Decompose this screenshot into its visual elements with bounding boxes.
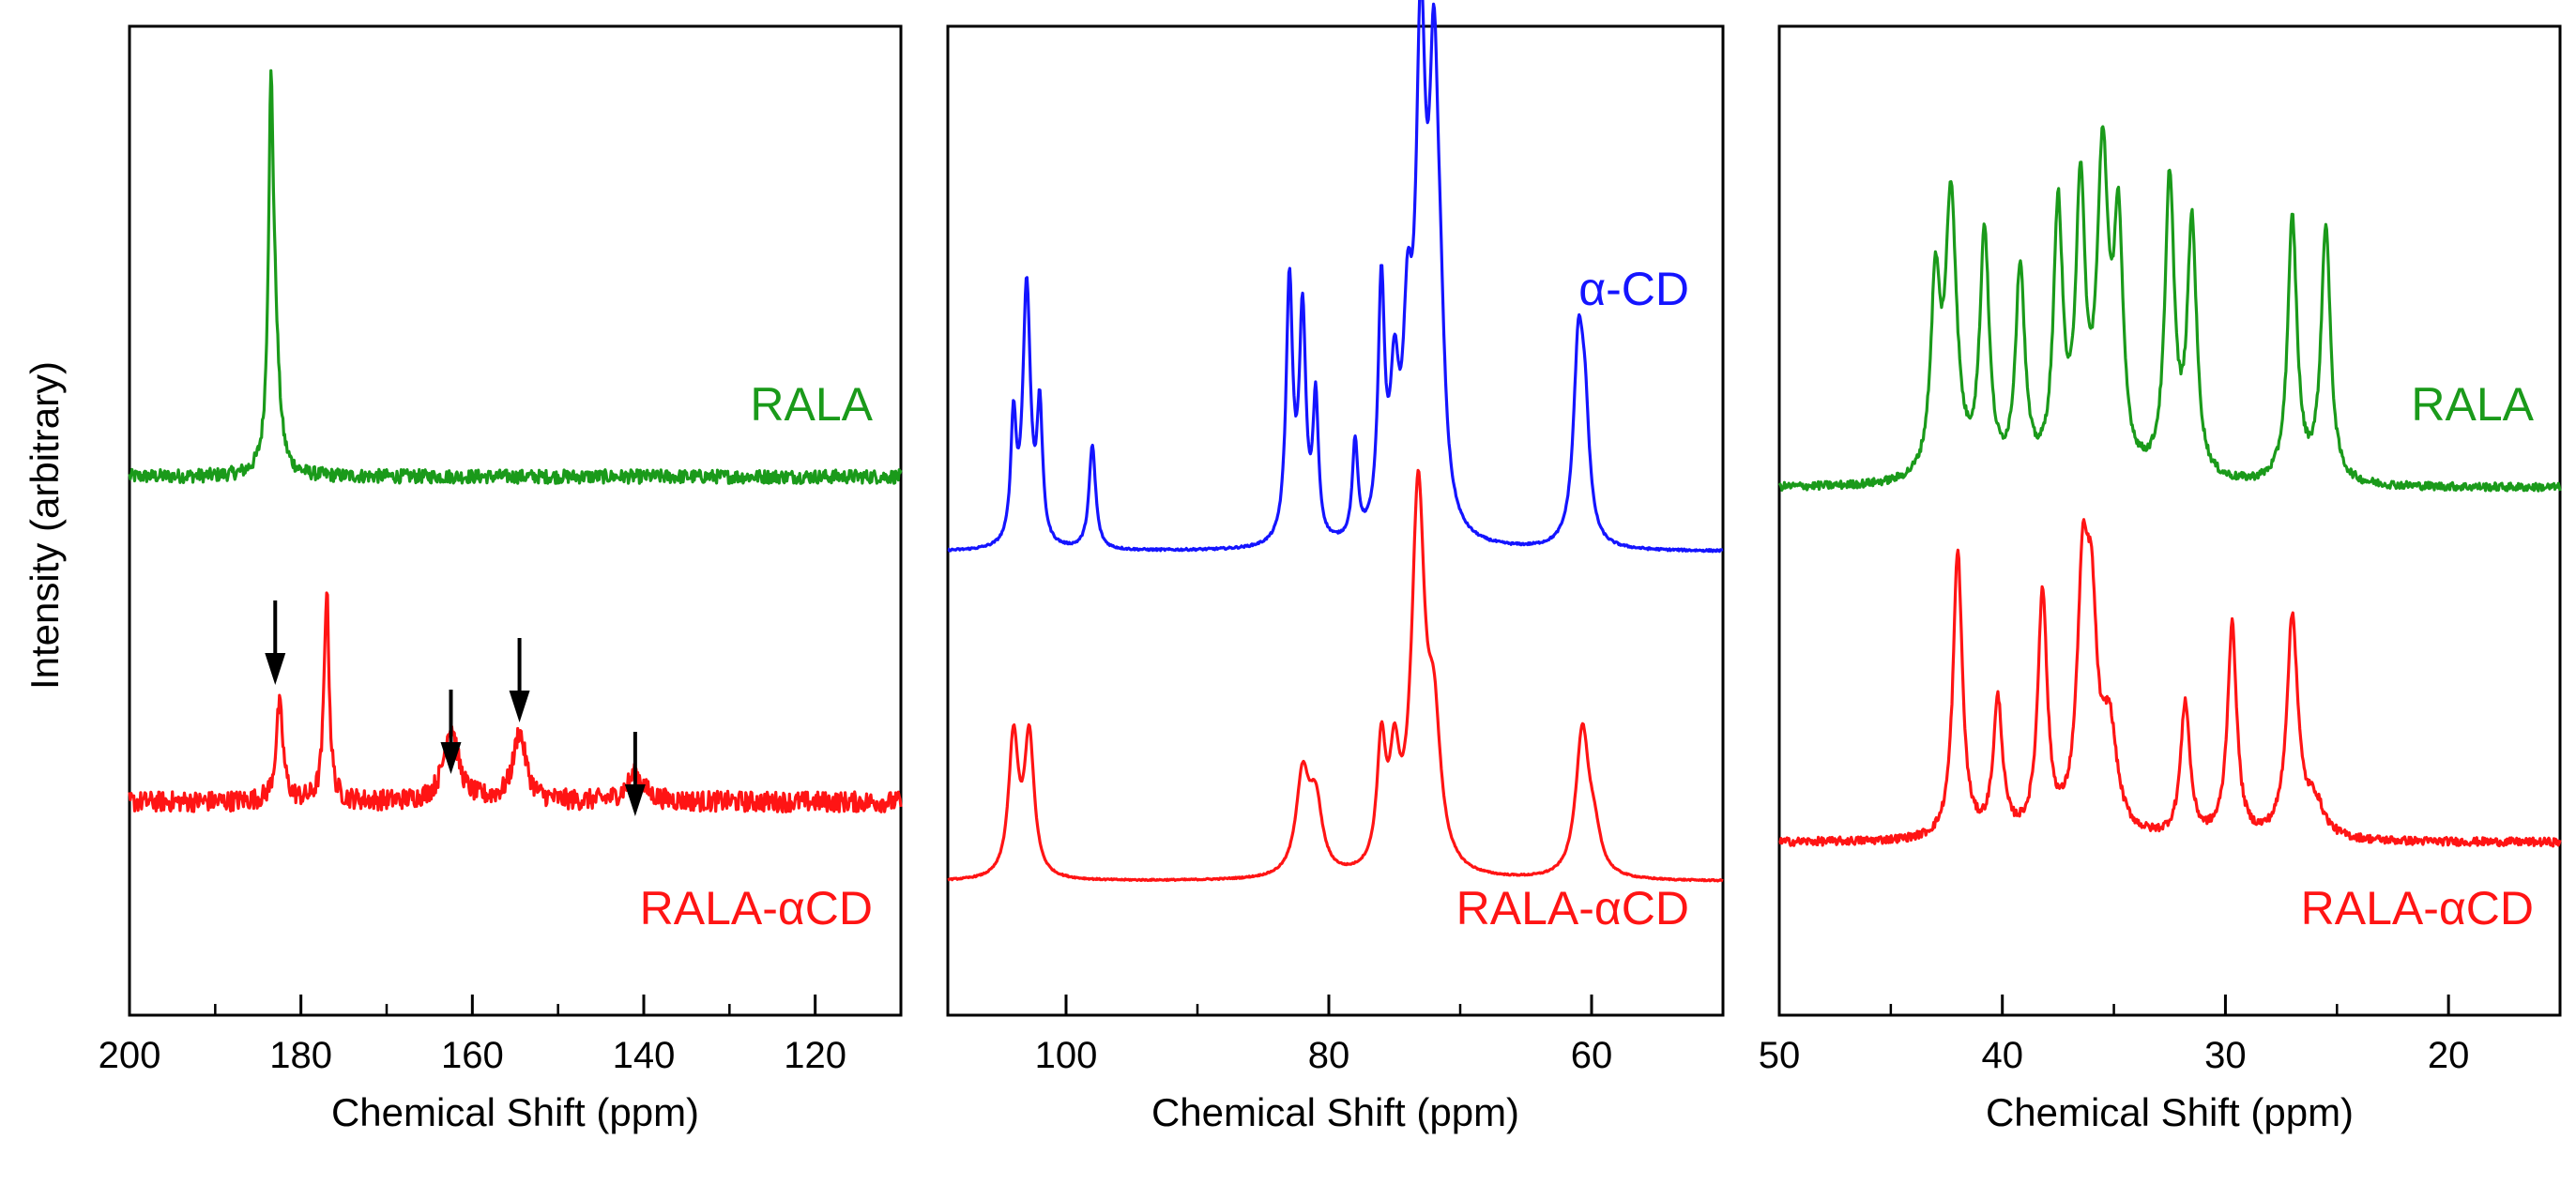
spectrum-rala xyxy=(128,68,903,485)
x-tick-label: 140 xyxy=(613,1035,676,1076)
panel-frame xyxy=(946,24,1725,1017)
arrow-annotation xyxy=(265,600,286,685)
x-tick-label: 120 xyxy=(784,1035,846,1076)
spectrum-rala-cd xyxy=(1778,518,2562,848)
x-axis-label: Chemical Shift (ppm) xyxy=(1151,1090,1519,1134)
series-label: RALA-αCD xyxy=(2301,882,2534,934)
x-tick-label: 160 xyxy=(441,1035,504,1076)
x-tick-label: 20 xyxy=(2428,1035,2470,1076)
arrow-annotation xyxy=(509,638,530,722)
spectrum-rala-cd xyxy=(128,591,903,813)
panel-3: 50 40 30 20 Chemical Shift (ppm) RALA RALA-αCD xyxy=(1759,24,2562,1134)
series-label: RALA-αCD xyxy=(640,882,873,934)
arrow-annotation xyxy=(440,690,462,774)
panels: 200 180 160 140 120 Chemical Shift (ppm) RALA R… xyxy=(99,0,2562,1134)
panel-frame xyxy=(128,24,903,1017)
x-tick-label: 30 xyxy=(2204,1035,2247,1076)
x-tick-label: 100 xyxy=(1035,1035,1098,1076)
series-label: RALA xyxy=(2411,378,2534,431)
panel-1: 200 180 160 140 120 Chemical Shift (ppm) RALA R… xyxy=(99,24,903,1134)
x-tick-label: 60 xyxy=(1571,1035,1613,1076)
panel-2: 100 80 60 Chemical Shift (ppm) α-CD RALA-αCD xyxy=(946,0,1725,1134)
spectrum-rala-cd xyxy=(947,468,1724,883)
series-label: α-CD xyxy=(1578,263,1689,315)
series-label: RALA-αCD xyxy=(1456,882,1689,934)
x-axis-label: Chemical Shift (ppm) xyxy=(331,1090,699,1134)
arrow-annotation xyxy=(624,732,646,816)
x-axis-label: Chemical Shift (ppm) xyxy=(1986,1090,2354,1134)
spectrum-rala xyxy=(1777,125,2562,493)
spectrum--cd xyxy=(947,0,1724,554)
x-tick-label: 80 xyxy=(1308,1035,1350,1076)
x-tick-label: 40 xyxy=(1981,1035,2023,1076)
x-tick-label: 200 xyxy=(99,1035,161,1076)
x-tick-label: 50 xyxy=(1759,1035,1801,1076)
series-label: RALA xyxy=(750,378,873,431)
y-axis-label: Intensity (arbitrary) xyxy=(23,361,67,690)
x-tick-label: 180 xyxy=(269,1035,332,1076)
panel-frame xyxy=(1777,24,2562,1017)
